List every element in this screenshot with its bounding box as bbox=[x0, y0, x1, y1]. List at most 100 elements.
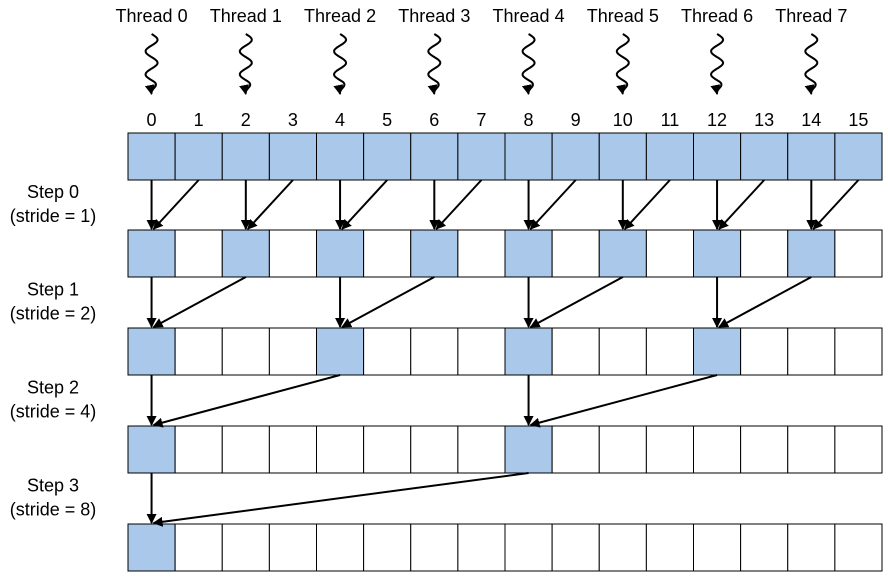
array-cell bbox=[174, 229, 223, 278]
array-cell bbox=[504, 229, 553, 278]
thread-wave bbox=[238, 33, 253, 95]
array-cell bbox=[504, 327, 553, 376]
index-label: 15 bbox=[848, 110, 868, 130]
index-label: 2 bbox=[241, 110, 251, 130]
index-label: 9 bbox=[571, 110, 581, 130]
index-label: 13 bbox=[754, 110, 774, 130]
array-cell bbox=[410, 523, 459, 572]
array-cell bbox=[645, 327, 694, 376]
add-arrow bbox=[529, 276, 624, 328]
array-cell bbox=[221, 132, 270, 181]
array-cell bbox=[598, 523, 647, 572]
array-cell bbox=[457, 425, 506, 474]
array-cell bbox=[221, 425, 270, 474]
array-cell bbox=[316, 425, 365, 474]
array-cell bbox=[645, 229, 694, 278]
stride-label: (stride = 4) bbox=[10, 401, 97, 421]
array-cell bbox=[316, 132, 365, 181]
array-cell bbox=[174, 425, 223, 474]
array-cell bbox=[316, 327, 365, 376]
thread-wave bbox=[333, 33, 348, 95]
index-label: 7 bbox=[476, 110, 486, 130]
step-label: Step 3 bbox=[27, 475, 79, 495]
index-label: 4 bbox=[335, 110, 345, 130]
array-cell bbox=[551, 229, 600, 278]
stride-label: (stride = 2) bbox=[10, 303, 97, 323]
add-arrow bbox=[718, 179, 765, 230]
thread-label: Thread 1 bbox=[210, 6, 282, 26]
index-label: 1 bbox=[194, 110, 204, 130]
array-cell bbox=[551, 425, 600, 474]
thread-wave bbox=[521, 33, 536, 95]
array-cell bbox=[410, 327, 459, 376]
array-cell bbox=[410, 132, 459, 181]
array-cell bbox=[645, 425, 694, 474]
thread-wave bbox=[427, 33, 442, 95]
add-arrow bbox=[152, 374, 341, 428]
array-cell bbox=[504, 425, 553, 474]
array-cell bbox=[363, 327, 412, 376]
array-cell bbox=[268, 425, 317, 474]
add-arrow bbox=[812, 179, 860, 230]
thread-wave bbox=[804, 33, 819, 95]
array-cell bbox=[645, 132, 694, 181]
index-label: 6 bbox=[429, 110, 439, 130]
array-cell bbox=[551, 327, 600, 376]
add-arrow bbox=[718, 276, 812, 328]
array-cell bbox=[787, 132, 836, 181]
array-cell bbox=[834, 425, 883, 474]
index-label: 12 bbox=[707, 110, 727, 130]
step-label: Step 1 bbox=[27, 279, 79, 299]
add-arrow bbox=[152, 179, 200, 230]
array-cell bbox=[127, 425, 176, 474]
array-cell bbox=[598, 229, 647, 278]
array-cell bbox=[268, 523, 317, 572]
add-arrow bbox=[435, 179, 483, 230]
add-arrow bbox=[529, 179, 577, 230]
array-cell bbox=[174, 132, 223, 181]
array-cell bbox=[693, 523, 742, 572]
array-cell bbox=[457, 229, 506, 278]
add-arrow bbox=[152, 472, 529, 527]
thread-wave bbox=[615, 33, 630, 95]
stride-label: (stride = 1) bbox=[10, 206, 97, 226]
array-cell bbox=[127, 229, 176, 278]
array-cell bbox=[174, 327, 223, 376]
array-cell bbox=[693, 327, 742, 376]
array-cell bbox=[740, 132, 789, 181]
thread-label: Thread 4 bbox=[493, 6, 565, 26]
add-arrow bbox=[341, 276, 435, 328]
index-label: 0 bbox=[147, 110, 157, 130]
array-cell bbox=[363, 523, 412, 572]
index-label: 10 bbox=[613, 110, 633, 130]
index-label: 3 bbox=[288, 110, 298, 130]
thread-label: Thread 2 bbox=[304, 6, 376, 26]
array-cell bbox=[316, 229, 365, 278]
index-label: 8 bbox=[524, 110, 534, 130]
array-cell bbox=[598, 425, 647, 474]
array-cell bbox=[221, 327, 270, 376]
array-cell bbox=[787, 327, 836, 376]
array-cell bbox=[127, 523, 176, 572]
array-cell bbox=[504, 132, 553, 181]
array-cell bbox=[410, 229, 459, 278]
array-cell bbox=[221, 229, 270, 278]
add-arrow bbox=[624, 179, 671, 230]
array-cell bbox=[693, 229, 742, 278]
thread-label: Thread 3 bbox=[398, 6, 470, 26]
add-arrow bbox=[529, 374, 718, 428]
array-cell bbox=[268, 229, 317, 278]
array-cell bbox=[363, 132, 412, 181]
array-cell bbox=[457, 327, 506, 376]
index-label: 11 bbox=[661, 110, 680, 130]
stride-label: (stride = 8) bbox=[10, 499, 97, 519]
step-label: Step 2 bbox=[27, 377, 79, 397]
array-cell bbox=[693, 425, 742, 474]
array-cell bbox=[834, 229, 883, 278]
array-cell bbox=[787, 229, 836, 278]
array-cell bbox=[457, 132, 506, 181]
add-arrow bbox=[247, 179, 294, 230]
array-cell bbox=[740, 327, 789, 376]
array-cell bbox=[645, 523, 694, 572]
